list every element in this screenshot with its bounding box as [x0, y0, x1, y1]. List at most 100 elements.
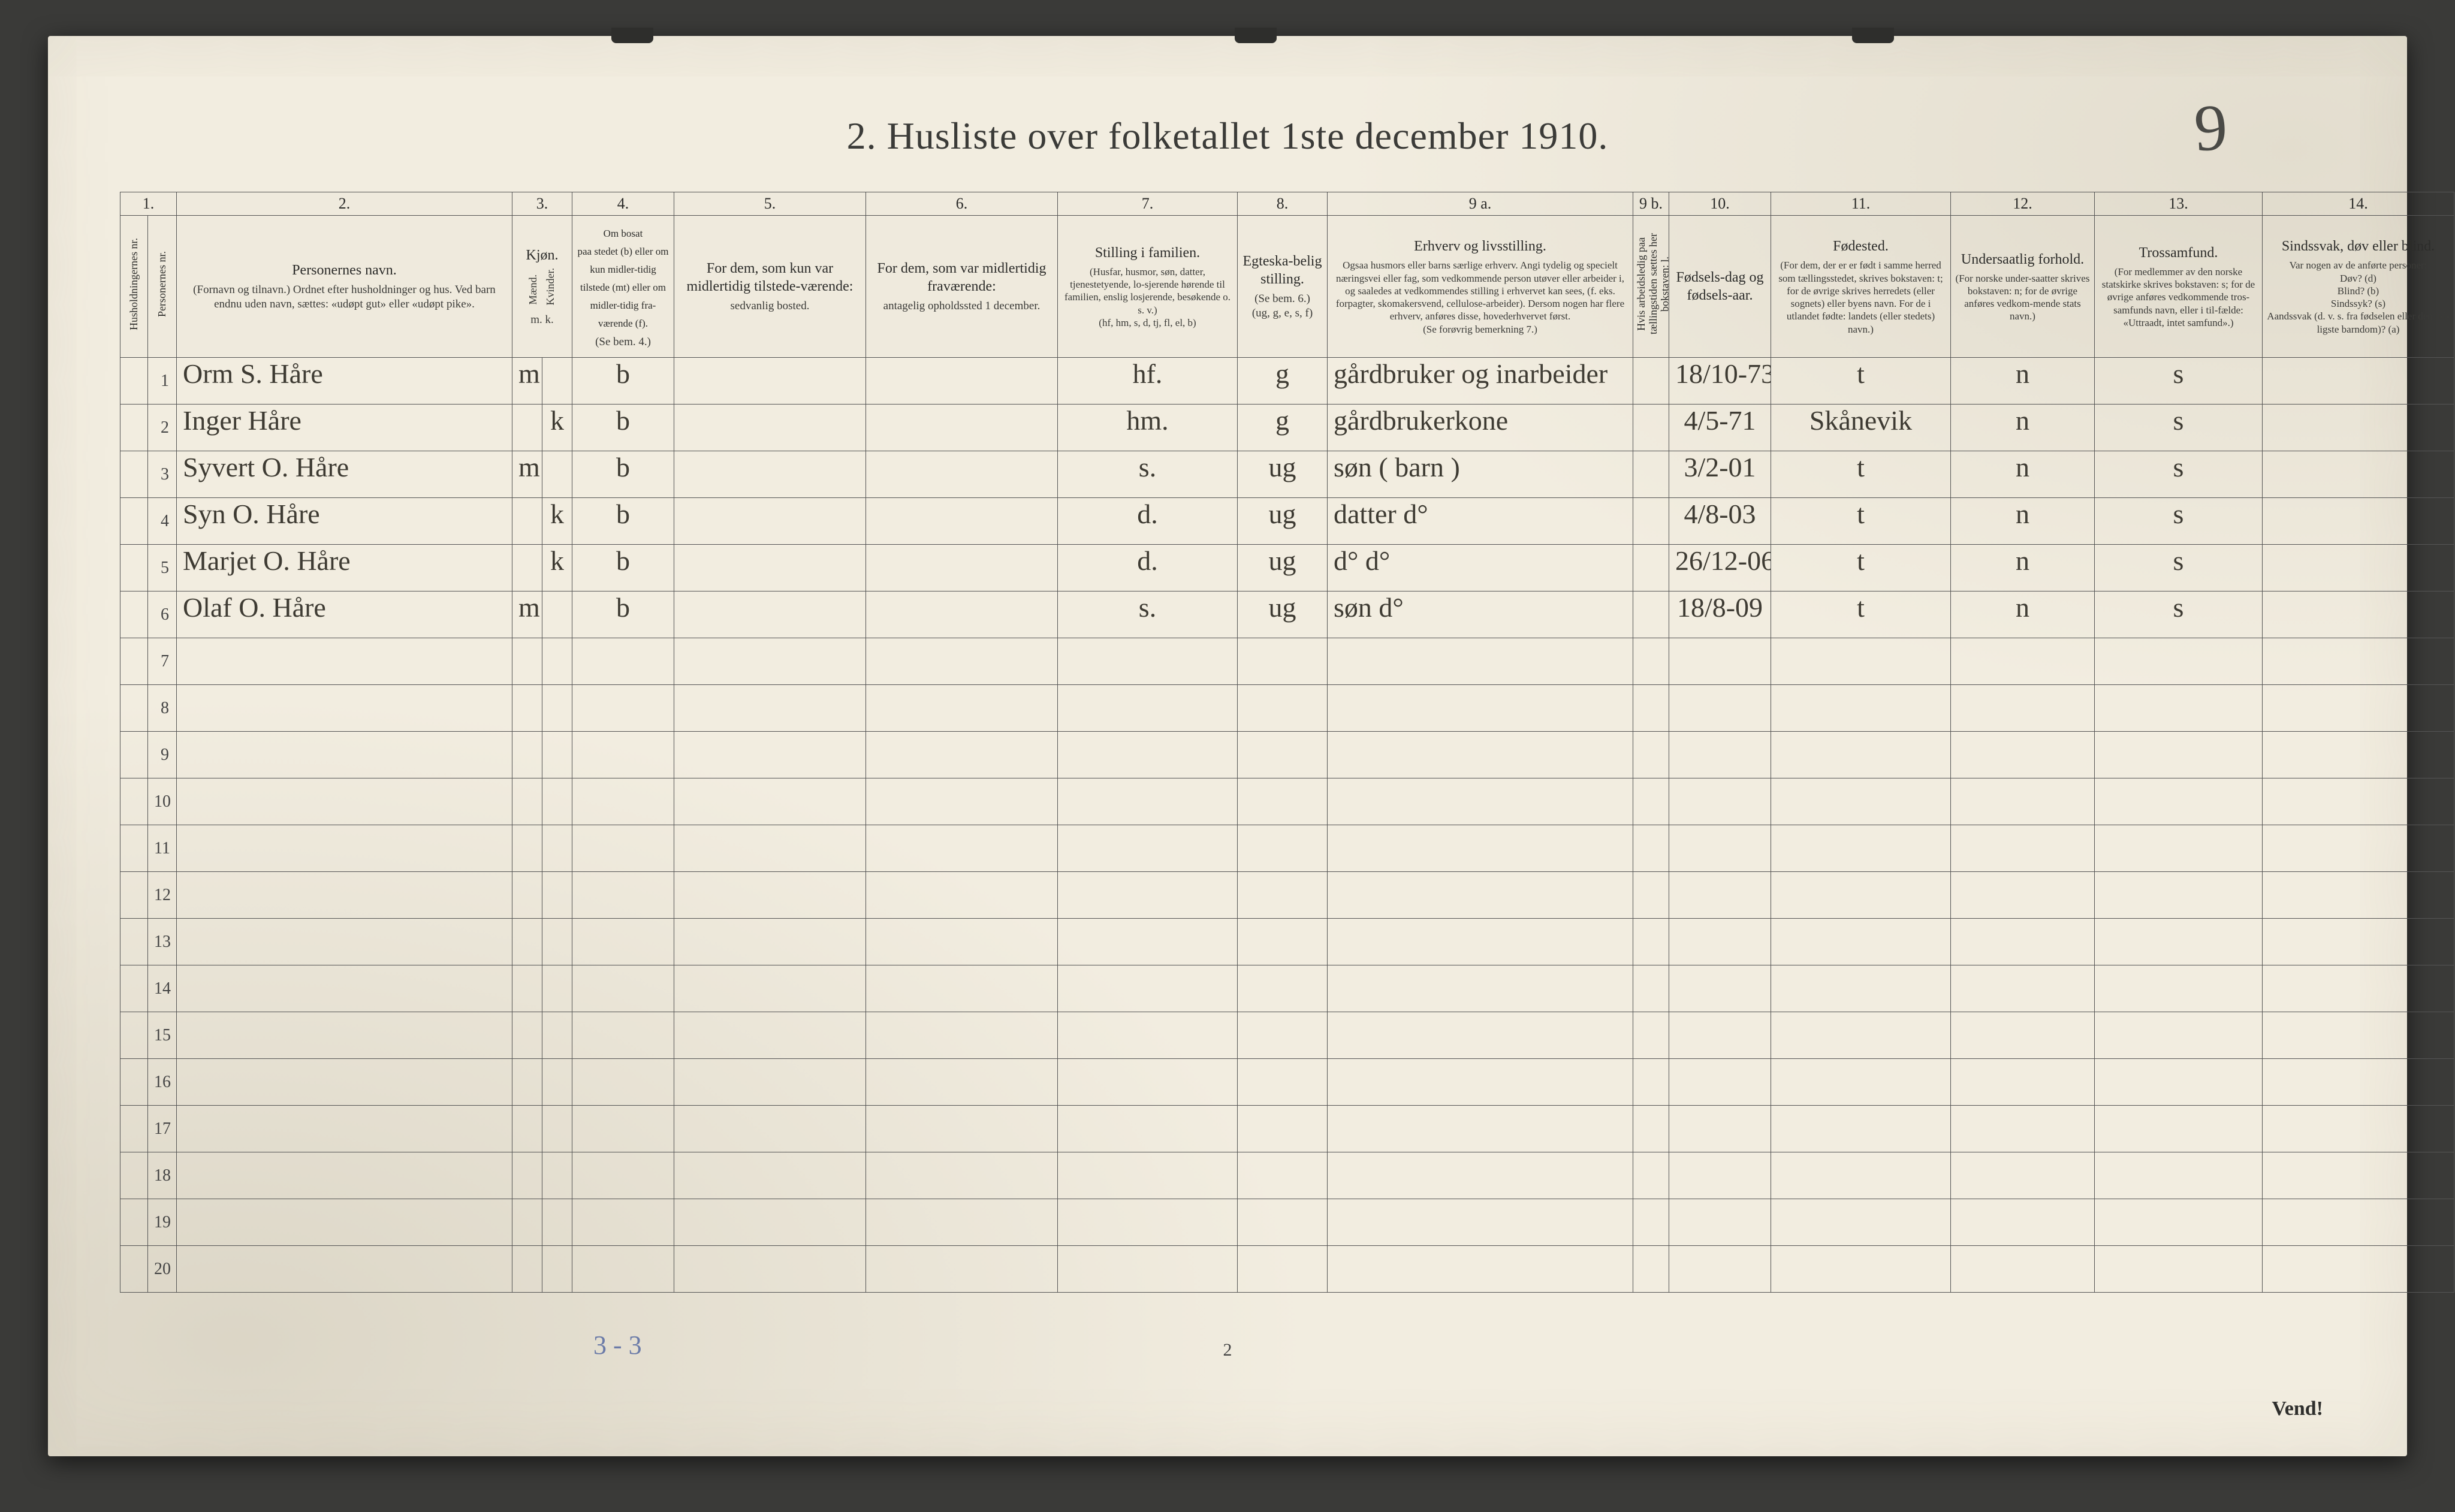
- empty-cell: [512, 1059, 542, 1106]
- empty-cell: [512, 1199, 542, 1246]
- empty-cell: [2263, 1246, 2454, 1293]
- empty-cell: [1328, 638, 1633, 685]
- empty-cell: [1771, 1246, 1951, 1293]
- census-table: 1. 2. 3. 4. 5. 6. 7. 8. 9 a. 9 b. 10. 11…: [120, 192, 2454, 1293]
- empty-cell: [1238, 732, 1328, 778]
- col-num: 14.: [2263, 192, 2454, 216]
- empty-cell: [542, 685, 572, 732]
- empty-cell: [2263, 1012, 2454, 1059]
- empty-cell: [1951, 965, 2095, 1012]
- cell-sex-m: [512, 498, 542, 545]
- empty-cell: [1771, 965, 1951, 1012]
- empty-cell: [1328, 825, 1633, 872]
- empty-cell: [1951, 638, 2095, 685]
- empty-cell: [542, 872, 572, 919]
- empty-cell: [1669, 1152, 1771, 1199]
- cell-religion: s: [2095, 545, 2263, 591]
- empty-cell: [1058, 1059, 1238, 1106]
- col-disability: Sindssvak, døv eller blind. Var nogen av…: [2263, 216, 2454, 358]
- empty-cell: [512, 685, 542, 732]
- cell-sex-m: [512, 405, 542, 451]
- sheet-title: 2. Husliste over folketallet 1ste decemb…: [48, 114, 2407, 158]
- empty-cell: [866, 732, 1058, 778]
- empty-cell: [1951, 1246, 2095, 1293]
- person-nr: 1: [148, 358, 177, 405]
- cell-sex-m: m: [512, 451, 542, 498]
- empty-cell: [1058, 1152, 1238, 1199]
- col-temp-present: For dem, som kun var midlertidig tilsted…: [674, 216, 866, 358]
- empty-cell: [1238, 1199, 1328, 1246]
- person-nr: 14: [148, 965, 177, 1012]
- empty-cell: [177, 1152, 512, 1199]
- empty-cell: [1669, 638, 1771, 685]
- table-row: 5Marjet O. Hårekbd.ugd° d°26/12-06tns: [120, 545, 2454, 591]
- cell-birthdate: 4/8-03: [1669, 498, 1771, 545]
- cell-temp-absent: [866, 545, 1058, 591]
- empty-cell: [2263, 919, 2454, 965]
- col-marital: Egteska-belig stilling. (Se bem. 6.) (ug…: [1238, 216, 1328, 358]
- cell-family-pos: s.: [1058, 451, 1238, 498]
- cell-occupation: d° d°: [1328, 545, 1633, 591]
- household-nr: [120, 1059, 148, 1106]
- empty-cell: [2263, 1106, 2454, 1152]
- cell-unemployed: [1633, 591, 1669, 638]
- empty-cell: [866, 638, 1058, 685]
- empty-cell: [1058, 825, 1238, 872]
- household-nr: [120, 965, 148, 1012]
- cell-marital: g: [1238, 405, 1328, 451]
- table-row: 8: [120, 685, 2454, 732]
- cell-sex-m: m: [512, 591, 542, 638]
- empty-cell: [512, 1106, 542, 1152]
- table-row: 7: [120, 638, 2454, 685]
- empty-cell: [674, 1199, 866, 1246]
- person-nr: 13: [148, 919, 177, 965]
- cell-disability: [2263, 545, 2454, 591]
- col-sex: Kjøn. Mænd. Kvinder. m. k.: [512, 216, 572, 358]
- person-nr: 19: [148, 1199, 177, 1246]
- cell-occupation: gårdbrukerkone: [1328, 405, 1633, 451]
- cell-religion: s: [2095, 498, 2263, 545]
- empty-cell: [1633, 778, 1669, 825]
- person-nr: 10: [148, 778, 177, 825]
- empty-cell: [1058, 872, 1238, 919]
- empty-cell: [1771, 1199, 1951, 1246]
- table-row: 17: [120, 1106, 2454, 1152]
- empty-cell: [177, 1012, 512, 1059]
- cell-temp-absent: [866, 358, 1058, 405]
- cell-name: Syn O. Håre: [177, 498, 512, 545]
- empty-cell: [1058, 1012, 1238, 1059]
- empty-cell: [177, 825, 512, 872]
- empty-cell: [1771, 825, 1951, 872]
- person-nr: 18: [148, 1152, 177, 1199]
- empty-cell: [1238, 919, 1328, 965]
- empty-cell: [1951, 825, 2095, 872]
- empty-cell: [2095, 919, 2263, 965]
- person-nr: 16: [148, 1059, 177, 1106]
- empty-cell: [1951, 1012, 2095, 1059]
- person-nr: 4: [148, 498, 177, 545]
- empty-cell: [1058, 778, 1238, 825]
- empty-cell: [1951, 685, 2095, 732]
- binder-tab: [611, 28, 653, 43]
- table-row: 2Inger Hårekbhm.ggårdbrukerkone4/5-71Skå…: [120, 405, 2454, 451]
- cell-nationality: n: [1951, 358, 2095, 405]
- empty-cell: [512, 825, 542, 872]
- empty-cell: [2095, 778, 2263, 825]
- empty-cell: [674, 965, 866, 1012]
- empty-cell: [2263, 1152, 2454, 1199]
- cell-sex-k: [542, 591, 572, 638]
- cell-family-pos: hf.: [1058, 358, 1238, 405]
- cell-nationality: n: [1951, 451, 2095, 498]
- empty-cell: [1328, 685, 1633, 732]
- household-nr: [120, 358, 148, 405]
- empty-cell: [1238, 872, 1328, 919]
- cell-unemployed: [1633, 498, 1669, 545]
- cell-unemployed: [1633, 451, 1669, 498]
- table-row: 19: [120, 1199, 2454, 1246]
- empty-cell: [1633, 685, 1669, 732]
- person-nr: 6: [148, 591, 177, 638]
- col-residence: Om bosat paa stedet (b) eller om kun mid…: [572, 216, 674, 358]
- cell-residence: b: [572, 545, 674, 591]
- empty-cell: [2263, 965, 2454, 1012]
- cell-marital: ug: [1238, 498, 1328, 545]
